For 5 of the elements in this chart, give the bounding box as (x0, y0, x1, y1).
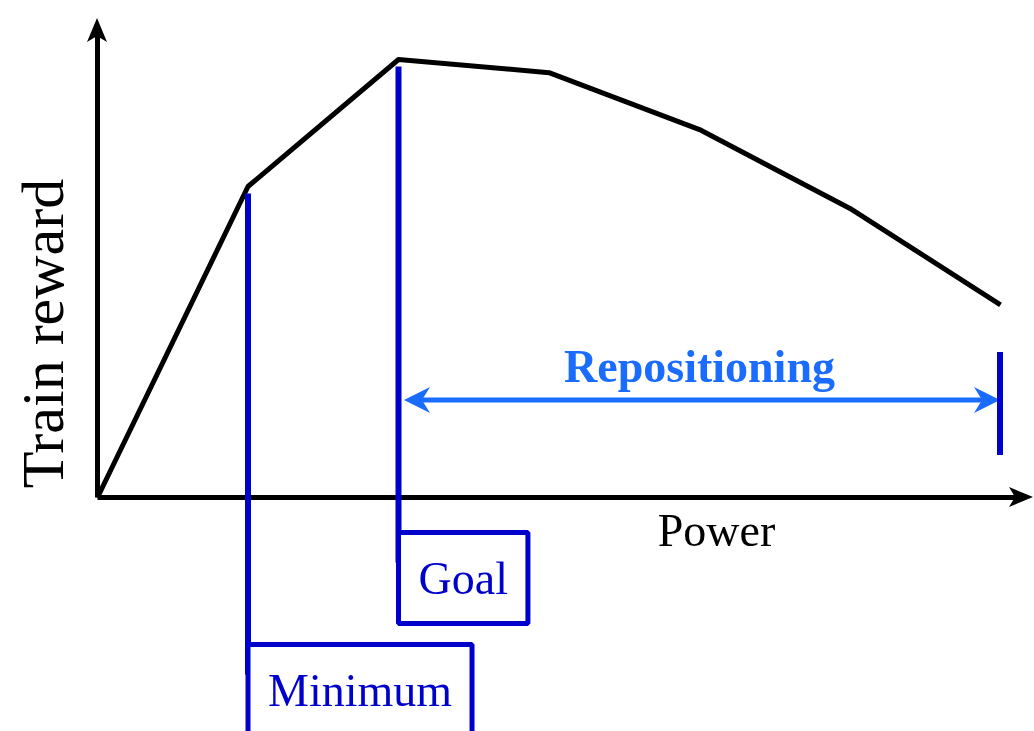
y-axis-title: Train reward (9, 178, 76, 489)
annotation: Repositioning (564, 341, 835, 392)
text: Minimum (268, 664, 453, 716)
x-axis-title: Power (657, 505, 776, 556)
text: Goal (418, 552, 508, 604)
